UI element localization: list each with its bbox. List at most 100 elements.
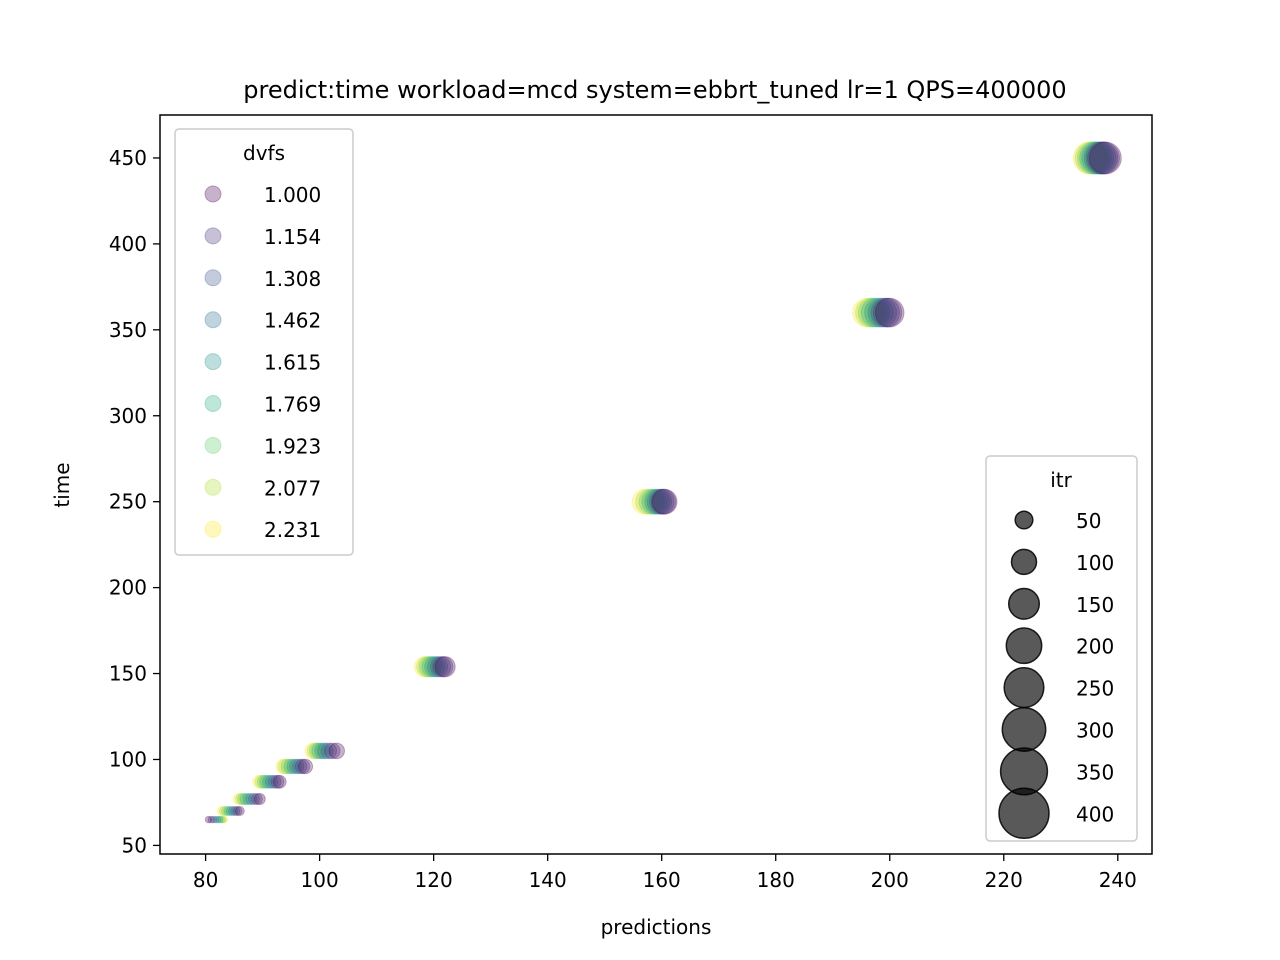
itr-legend-label: 250: [1076, 677, 1114, 701]
data-point: [250, 793, 263, 805]
data-point: [212, 815, 220, 824]
data-point: [860, 297, 891, 328]
dvfs-legend-marker: [204, 520, 222, 538]
data-point: [852, 297, 882, 328]
data-point: [434, 656, 456, 678]
data-point: [230, 806, 241, 816]
y-axis-label: time: [50, 462, 74, 507]
data-point: [1087, 141, 1120, 175]
data-point: [306, 742, 324, 760]
data-point: [289, 758, 305, 775]
data-point: [272, 774, 287, 789]
data-point: [214, 815, 222, 824]
dvfs-legend-label: 1.769: [264, 393, 321, 417]
x-tick-label: 220: [985, 868, 1023, 892]
x-tick-label: 140: [529, 868, 567, 892]
dvfs-legend-entries: 1.000 1.154 1.308 1.462 1.615 1.769 1.923 2.077…: [204, 183, 321, 542]
dvfs-legend-marker: [204, 436, 222, 454]
data-point: [275, 758, 291, 775]
itr-legend-marker: [998, 787, 1050, 840]
data-point: [650, 488, 677, 515]
itr-legend-label: 350: [1076, 760, 1114, 784]
dvfs-legend-label: 1.000: [264, 183, 321, 207]
data-point: [253, 793, 266, 805]
data-point: [648, 488, 675, 515]
data-point: [323, 742, 341, 760]
x-axis: 80 100 120 140 160 180 200 220 240: [193, 854, 1137, 892]
dvfs-legend-frame: [174, 128, 354, 556]
data-point: [416, 656, 438, 678]
dvfs-legend-title: dvfs: [243, 141, 285, 165]
dvfs-legend-label: 1.154: [264, 225, 321, 249]
itr-legend-label: 50: [1076, 509, 1101, 533]
data-point: [225, 806, 236, 816]
data-point: [270, 774, 285, 789]
data-point: [216, 815, 224, 824]
itr-legend-marker: [1007, 587, 1041, 620]
itr-legend-label: 150: [1076, 593, 1114, 617]
itr-legend-marker: [1005, 627, 1043, 665]
itr-legend-marker: [1001, 707, 1047, 752]
data-point: [277, 758, 294, 775]
data-point: [857, 297, 888, 328]
data-point: [217, 815, 226, 824]
scatter-points: [204, 141, 1122, 824]
dvfs-legend-marker: [204, 395, 222, 412]
dvfs-legend-label: 1.615: [264, 351, 321, 375]
data-point: [1081, 141, 1115, 175]
y-tick-label: 400: [109, 232, 147, 256]
data-point: [252, 774, 267, 789]
data-point: [1085, 141, 1119, 175]
data-point: [220, 815, 229, 824]
dvfs-legend-label: 1.462: [264, 309, 321, 333]
data-point: [1074, 141, 1108, 175]
data-point: [651, 488, 678, 515]
x-tick-label: 120: [415, 868, 453, 892]
chart-title: predict:time workload=mcd system=ebbrt_t…: [243, 76, 1066, 104]
data-point: [432, 656, 454, 678]
data-point: [309, 742, 326, 760]
itr-legend-marker: [1003, 667, 1045, 709]
data-point: [1072, 141, 1106, 175]
data-point: [328, 742, 346, 760]
x-tick-label: 200: [871, 868, 909, 892]
data-point: [242, 793, 255, 805]
itr-legend-label: 300: [1076, 719, 1114, 743]
itr-legend-label: 100: [1076, 551, 1114, 575]
data-point: [314, 742, 331, 760]
data-point: [280, 758, 296, 775]
y-tick-label: 150: [109, 662, 147, 686]
data-point: [232, 793, 245, 805]
x-axis-label: predictions: [601, 915, 712, 939]
data-point: [235, 793, 247, 805]
data-point: [418, 656, 440, 678]
data-point: [320, 742, 338, 760]
data-point: [424, 656, 446, 678]
x-tick-label: 100: [301, 868, 339, 892]
data-point: [1076, 141, 1110, 175]
data-point: [867, 297, 898, 328]
dvfs-legend-marker: [204, 227, 222, 245]
data-point: [413, 656, 436, 678]
data-point: [264, 774, 279, 789]
data-point: [427, 656, 449, 678]
itr-legend-title: itr: [1050, 468, 1072, 492]
data-point: [1083, 141, 1117, 175]
data-point: [294, 758, 311, 775]
data-point: [874, 297, 905, 328]
y-tick-label: 450: [109, 146, 147, 170]
data-point: [855, 297, 885, 328]
dvfs-legend-label: 2.231: [264, 518, 321, 542]
data-point: [216, 806, 227, 816]
data-point: [234, 806, 245, 816]
data-point: [204, 815, 213, 824]
itr-legend-label: 200: [1076, 635, 1114, 659]
data-point: [207, 815, 216, 824]
data-point: [646, 488, 673, 515]
data-point: [292, 758, 308, 775]
data-point: [641, 488, 668, 515]
data-point: [239, 793, 252, 805]
itr-legend-entries: 50 100 150 200 250 300 350 400: [998, 509, 1114, 840]
data-point: [259, 774, 273, 789]
data-point: [317, 742, 334, 760]
